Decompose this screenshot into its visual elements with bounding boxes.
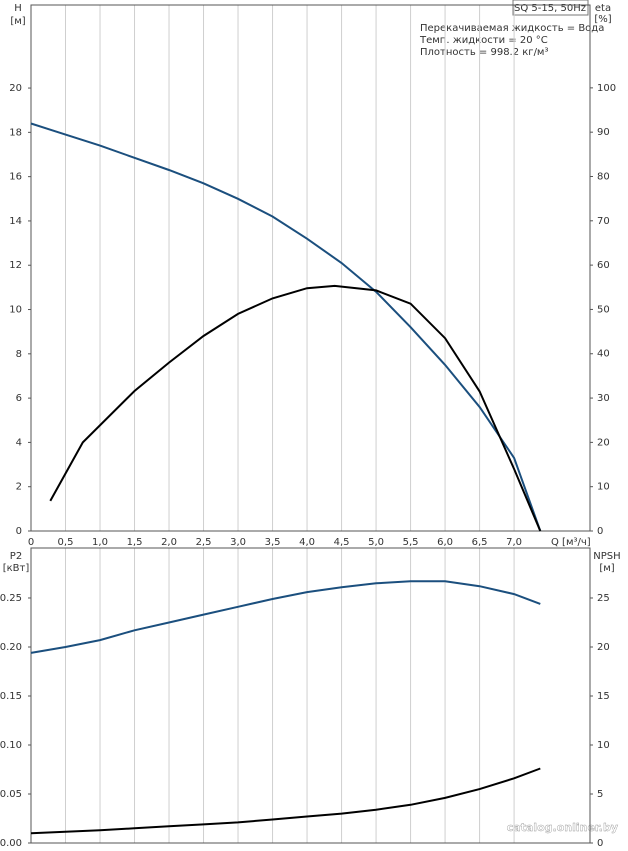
x-tick-label: 6,5 — [472, 537, 488, 548]
x-tick-label: 1,5 — [127, 537, 143, 548]
y2-tick-label: 20 — [597, 642, 610, 653]
y-tick-label: 2 — [16, 482, 22, 493]
annotation: Темп. жидкости = 20 °C — [419, 35, 548, 46]
y2-tick-label: 0 — [597, 838, 603, 849]
y-tick-label: 0.20 — [0, 642, 22, 653]
y-tick-label: 16 — [9, 172, 22, 183]
x-tick-label: 0,5 — [58, 537, 74, 548]
x-tick-label: 1,0 — [92, 537, 108, 548]
x-tick-label: 6,0 — [437, 537, 453, 548]
y2-tick-label: 40 — [597, 349, 610, 360]
eta-axis-unit: [%] — [594, 14, 611, 25]
y2-tick-label: 30 — [597, 393, 610, 404]
y2-tick-label: 10 — [597, 482, 610, 493]
npsh-axis-title: NPSH — [593, 551, 620, 562]
curve — [30, 122, 542, 532]
y-tick-label: 20 — [9, 83, 22, 94]
y2-tick-label: 90 — [597, 127, 610, 138]
curve — [30, 580, 541, 654]
eta-axis-title: eta — [595, 3, 611, 14]
npsh-axis-unit: [м] — [599, 563, 614, 574]
x-axis-title: Q [м³/ч] — [551, 537, 591, 548]
p2-axis-title: P2 — [10, 551, 22, 562]
y-tick-label: 0.15 — [0, 691, 22, 702]
y-tick-label: 0 — [16, 526, 22, 537]
y-tick-label: 12 — [9, 260, 22, 271]
y-tick-label: 6 — [16, 393, 22, 404]
y-tick-label: 4 — [16, 437, 22, 448]
x-tick-label: 3,0 — [230, 537, 246, 548]
y-tick-label: 0.10 — [0, 740, 22, 751]
y2-tick-label: 10 — [597, 740, 610, 751]
p2-axis-unit: [кВт] — [3, 563, 30, 574]
y2-tick-label: 20 — [597, 437, 610, 448]
x-tick-label: 5,5 — [403, 537, 419, 548]
watermark: catalog.onliner.by — [507, 821, 618, 834]
model-box — [512, 0, 589, 16]
curve — [30, 767, 541, 835]
y-tick-label: 0.05 — [0, 789, 22, 800]
plot-frame — [30, 4, 591, 532]
y2-tick-label: 70 — [597, 216, 610, 227]
x-tick-label: 0 — [28, 537, 34, 548]
x-tick-label: 5,0 — [368, 537, 384, 548]
x-tick-label: 4,5 — [334, 537, 350, 548]
h-axis-title: H — [14, 3, 22, 14]
x-tick-label: 2,0 — [161, 537, 177, 548]
y2-tick-label: 80 — [597, 171, 610, 182]
y-tick-label: 10 — [9, 305, 22, 316]
x-tick-label: 2,5 — [196, 537, 212, 548]
y2-tick-label: 0 — [597, 526, 603, 537]
y2-tick-label: 60 — [597, 260, 610, 271]
y-tick-label: 18 — [9, 127, 22, 138]
y-tick-label: 0.25 — [0, 593, 22, 604]
y2-tick-label: 5 — [597, 789, 603, 800]
model: SQ 5-15, 50Hz — [514, 3, 586, 14]
x-tick-label: 4,0 — [299, 537, 315, 548]
y2-tick-label: 100 — [597, 83, 616, 94]
y2-tick-label: 25 — [597, 593, 610, 604]
y-tick-label: 0.00 — [0, 838, 22, 849]
y2-tick-label: 50 — [597, 304, 610, 315]
x-tick-label: 7,0 — [506, 537, 522, 548]
y-tick-label: 14 — [9, 216, 22, 227]
h-axis-unit: [м] — [10, 16, 25, 27]
y-tick-label: 8 — [16, 349, 22, 360]
x-tick-label: 3,5 — [265, 537, 281, 548]
y2-tick-label: 15 — [597, 691, 610, 702]
annotation: Перекачиваемая жидкость = Вода — [420, 23, 604, 34]
curve — [49, 284, 542, 532]
annotation: Плотность = 998.2 кг/м³ — [420, 47, 549, 58]
